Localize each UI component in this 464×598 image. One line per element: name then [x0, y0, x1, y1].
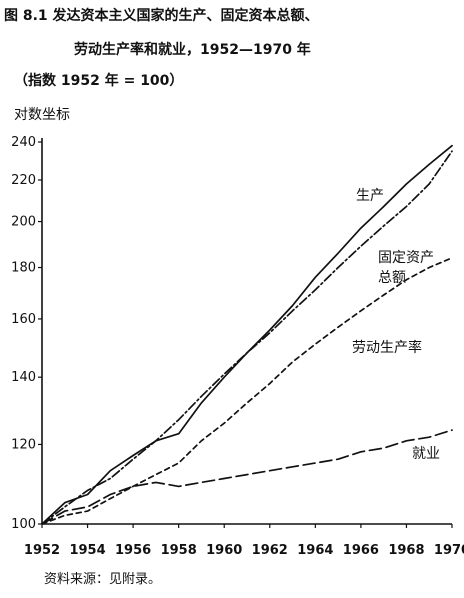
x-tick-label-1956: 1956 — [115, 543, 151, 558]
y-tick-label-140: 140 — [11, 370, 36, 385]
series-label-0-0: 生产 — [356, 188, 384, 204]
y-tick-label-160: 160 — [11, 312, 36, 327]
chart-title: 图 8.1 发达资本主义国家的生产、固定资本总额、 劳动生产率和就业，1952—… — [4, 6, 460, 60]
y-tick-label-200: 200 — [11, 215, 36, 230]
y-tick-label-100: 100 — [11, 517, 36, 532]
x-tick-label-1964: 1964 — [297, 543, 333, 558]
y-tick-label-180: 180 — [11, 261, 36, 276]
x-tick-label-1958: 1958 — [161, 543, 197, 558]
chart-subtitle: （指数 1952 年 = 100） — [14, 73, 184, 89]
series-label-3-0: 就业 — [412, 446, 440, 462]
x-tick-label-1952: 1952 — [24, 543, 60, 558]
x-tick-label-1954: 1954 — [69, 543, 105, 558]
chart-title-line-1: 图 8.1 发达资本主义国家的生产、固定资本总额、 — [4, 8, 319, 24]
series-label-1-1: 总额 — [378, 270, 406, 286]
series-line-1 — [41, 150, 453, 525]
x-tick-label-1962: 1962 — [252, 543, 288, 558]
x-tick-label-1968: 1968 — [388, 543, 424, 558]
series-line-0 — [41, 144, 453, 525]
series-label-2-0: 劳动生产率 — [352, 339, 422, 356]
y-tick-label-120: 120 — [11, 437, 36, 452]
chart-title-line-2: 劳动生产率和就业，1952—1970 年 — [74, 42, 311, 58]
x-tick-label-1960: 1960 — [206, 543, 242, 558]
series-label-1-0: 固定资产 — [378, 250, 434, 266]
y-axis-label: 对数坐标 — [14, 107, 70, 123]
x-tick-label-1966: 1966 — [343, 543, 379, 558]
x-tick-label-1970: 1970 — [434, 543, 464, 558]
y-tick-label-220: 220 — [11, 173, 36, 188]
series-line-2 — [41, 257, 453, 525]
y-tick-label-240: 240 — [11, 135, 36, 150]
source-note: 资料来源：见附录。 — [44, 572, 162, 587]
series-line-3 — [41, 429, 453, 525]
